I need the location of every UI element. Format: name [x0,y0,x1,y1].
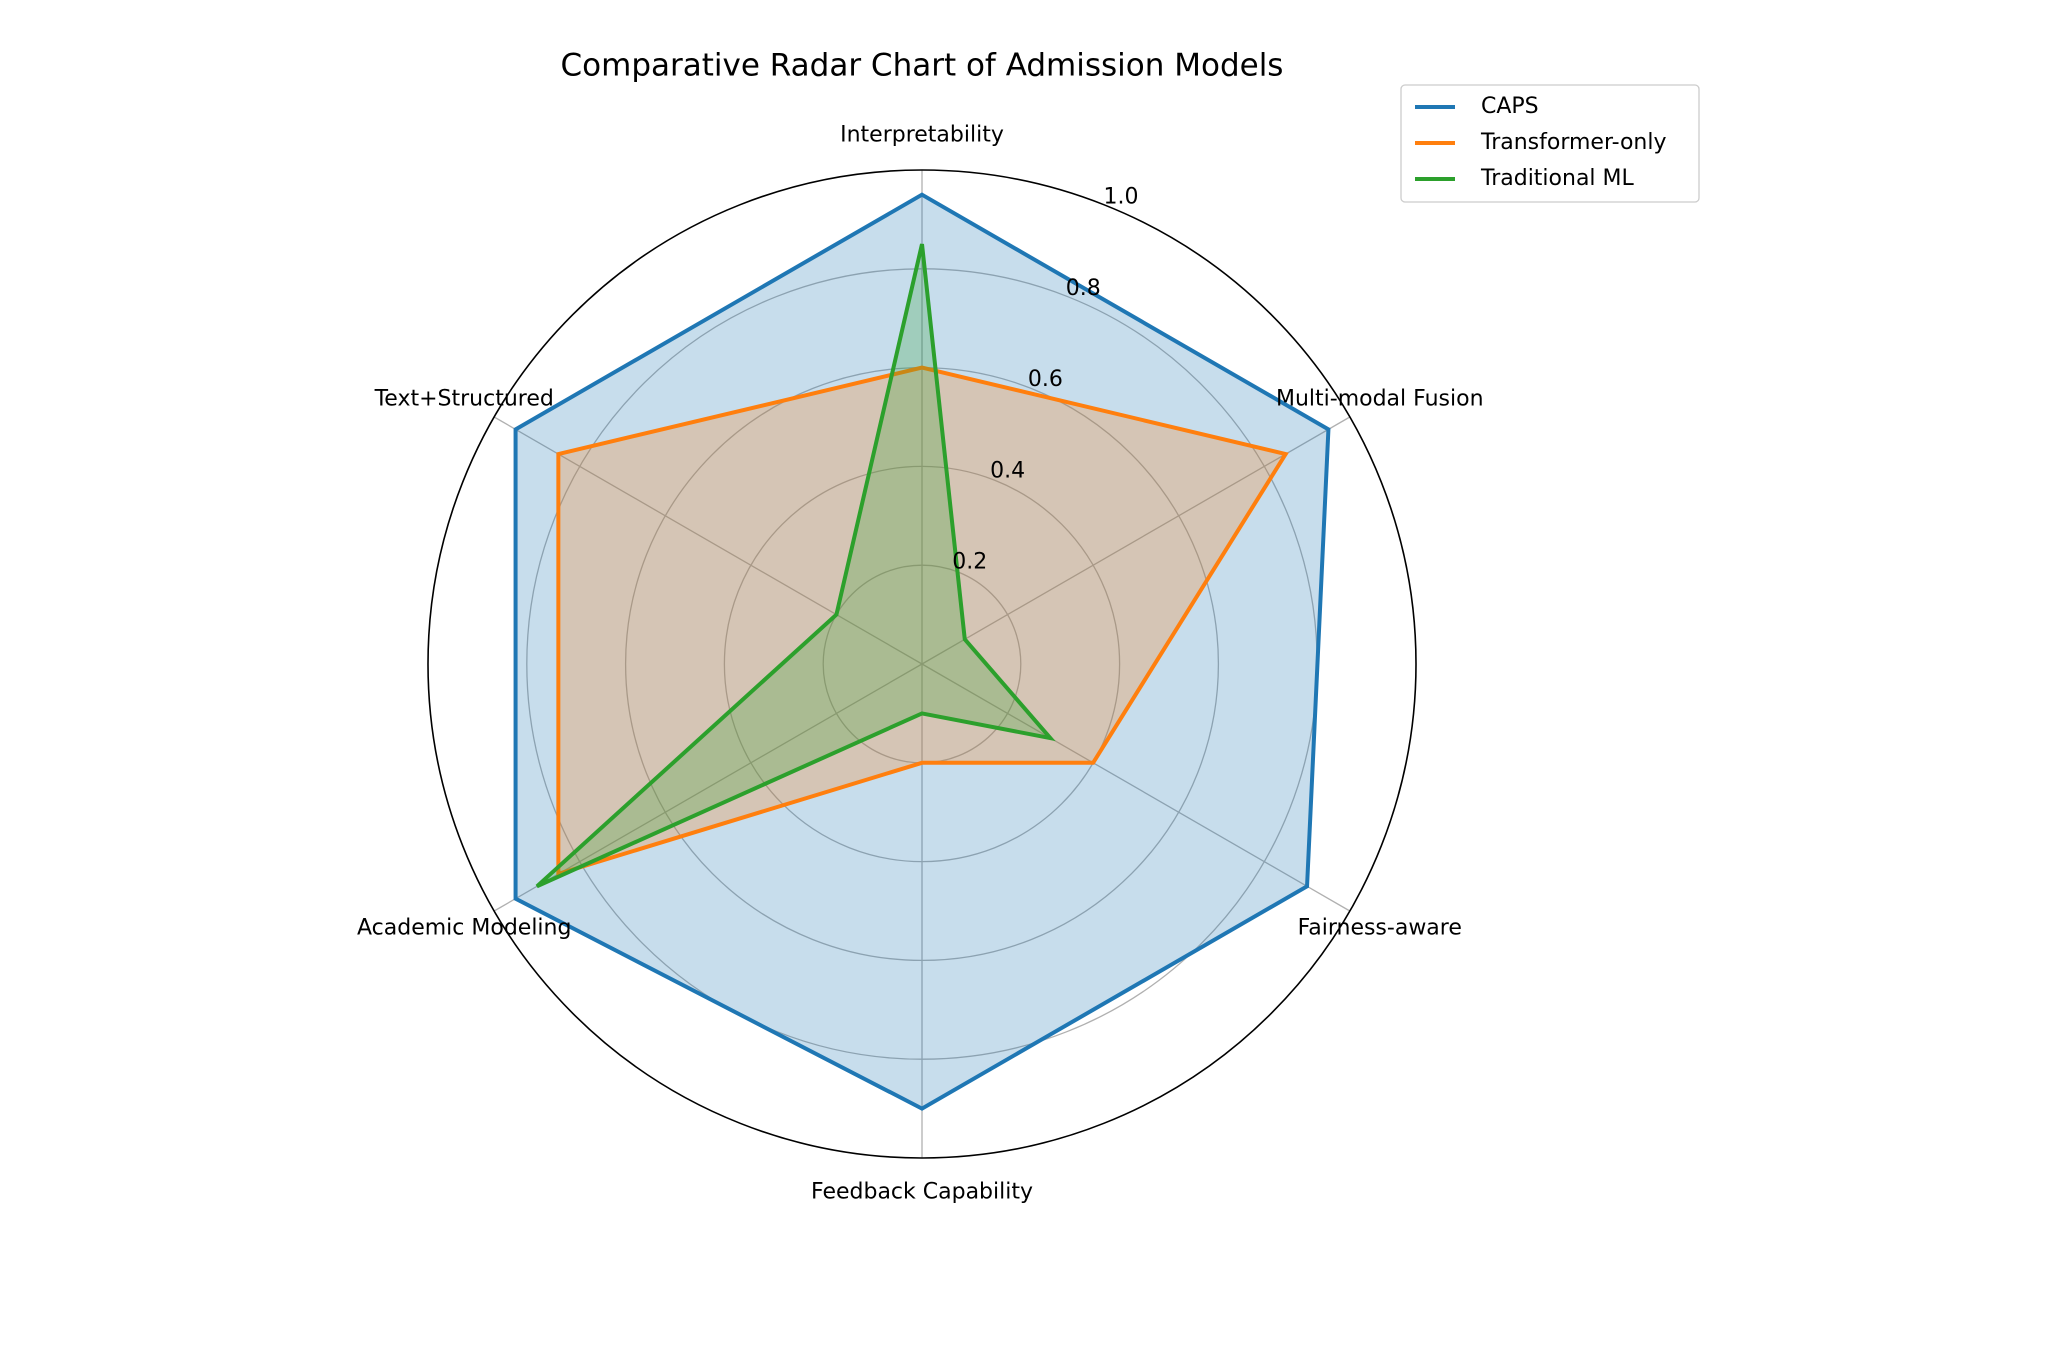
series-area [515,194,1329,1109]
series-area [558,367,1286,874]
axis-label: Academic Modeling [357,915,571,940]
r-tick-label: 0.4 [990,458,1025,483]
spoke [493,416,923,665]
axis-label: Multi-modal Fusion [1276,387,1484,412]
spoke [921,663,1351,912]
r-tick-label: 0.2 [952,550,987,575]
outer-spine [427,169,1417,1159]
series-area [536,244,1051,887]
legend-label: Transformer-only [1480,130,1667,155]
axis-label: Fairness-aware [1298,915,1462,940]
series-line [556,365,1289,877]
chart-title: Comparative Radar Chart of Admission Mod… [561,48,1284,84]
r-tick-label: 0.8 [1066,276,1101,301]
axis-label: Text+Structured [374,387,554,412]
r-tick-label: 1.0 [1104,185,1139,210]
spoke [921,416,1351,665]
axis-label: Interpretability [840,122,1004,147]
legend-box [1400,84,1700,203]
legend-label: Traditional ML [1480,166,1635,191]
series-line [513,192,1331,1111]
legend-label: CAPS [1481,94,1539,119]
axis-label: Feedback Capability [811,1180,1033,1205]
r-tick-label: 0.6 [1028,367,1063,392]
series-line [535,243,1056,889]
